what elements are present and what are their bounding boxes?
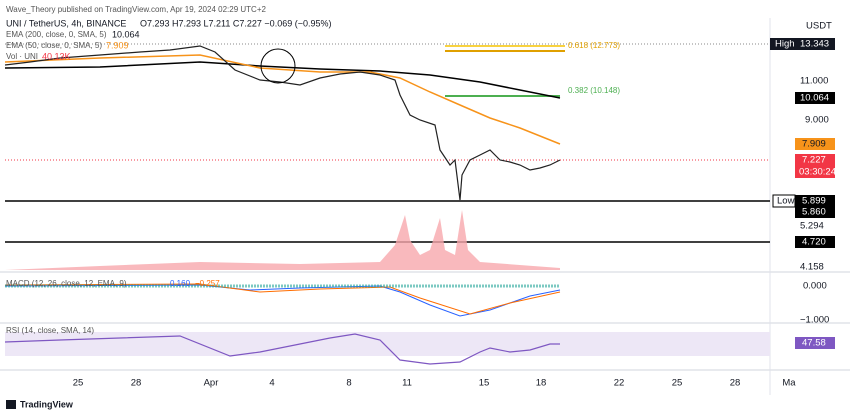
time-tick: 28 — [131, 378, 142, 389]
rsi-line — [4, 333, 560, 365]
badge — [795, 236, 835, 248]
time-tick: 11 — [402, 378, 412, 389]
time-tick: 28 — [730, 378, 741, 389]
support-price: 4.720 — [802, 237, 826, 248]
time-tick: Ma — [782, 378, 796, 389]
volume — [5, 210, 560, 270]
logo-icon — [6, 400, 16, 409]
macd-tick: −1.000 — [800, 315, 829, 326]
badge — [770, 38, 795, 50]
ema-200 — [4, 61, 561, 99]
macd-value: 0.160 — [170, 279, 191, 288]
rsi-value: 47.58 — [802, 338, 826, 349]
fib-label: 0.618 (12.773) — [568, 41, 620, 50]
badge — [795, 337, 835, 349]
ema-50 — [4, 54, 561, 145]
price — [4, 45, 561, 201]
time-tick: 15 — [479, 378, 490, 389]
time-tick: 8 — [346, 378, 351, 389]
low-price: 5.899 — [802, 196, 826, 207]
price-tick: 4.158 — [800, 262, 824, 273]
badge — [795, 206, 835, 218]
legend-ohlc: O7.293 H7.293 L7.211 C7.227 −0.069 (−0.9… — [140, 18, 331, 28]
high-tag: High — [775, 39, 795, 50]
high-price: 13.343 — [800, 39, 829, 50]
ema200-price: 10.064 — [800, 93, 829, 104]
badge — [795, 195, 835, 207]
byline: Wave_Theory published on TradingView.com… — [6, 5, 266, 14]
macd-label: MACD (12, 26, close, 12, EMA, 9) — [6, 279, 127, 288]
price-tick: 9.000 — [805, 115, 829, 126]
price-tick: 5.294 — [800, 221, 824, 232]
time-tick: 25 — [672, 378, 683, 389]
time-tick: 4 — [269, 378, 274, 389]
fib-label: 0.382 (10.148) — [568, 86, 620, 95]
price-tick: 11.000 — [800, 76, 828, 87]
badge — [795, 38, 835, 50]
ema50-price: 7.909 — [802, 139, 826, 150]
macd-tick: 0.000 — [803, 281, 827, 292]
macd-value: −0.257 — [195, 279, 220, 288]
legend-ema50: EMA (50, close, 0, SMA, 5) — [6, 41, 102, 50]
legend-volume-value: 40.13K — [42, 51, 71, 61]
legend-volume: Vol · UNI — [6, 52, 38, 61]
legend-ema50-value: 7.909 — [106, 40, 129, 50]
axis-unit: USDT — [806, 21, 832, 32]
rsi-band — [5, 332, 770, 356]
badge — [795, 92, 835, 104]
time-tick: Apr — [204, 378, 219, 389]
footer-logo: TradingView — [20, 399, 74, 409]
time-tick: 22 — [614, 378, 625, 389]
time-axis: 25 28 Apr 4 8 11 15 18 22 25 28 Ma — [73, 378, 797, 389]
last-price: 7.227 — [802, 155, 826, 166]
badge — [795, 138, 835, 150]
legend-ema200-value: 10.064 — [112, 29, 140, 39]
legend-symbol: UNI / TetherUS, 4h, BINANCE — [6, 18, 126, 28]
time-tick: 25 — [73, 378, 84, 389]
annotation-circle — [260, 48, 296, 84]
low-close-price: 5.860 — [802, 207, 826, 218]
rsi-label: RSI (14, close, SMA, 14) — [6, 326, 94, 335]
countdown: 03:30:24 — [799, 167, 836, 178]
time-tick: 18 — [536, 378, 547, 389]
legend-ema200: EMA (200, close, 0, SMA, 5) — [6, 30, 107, 39]
badge — [795, 154, 835, 178]
low-tag: Low — [777, 196, 795, 207]
